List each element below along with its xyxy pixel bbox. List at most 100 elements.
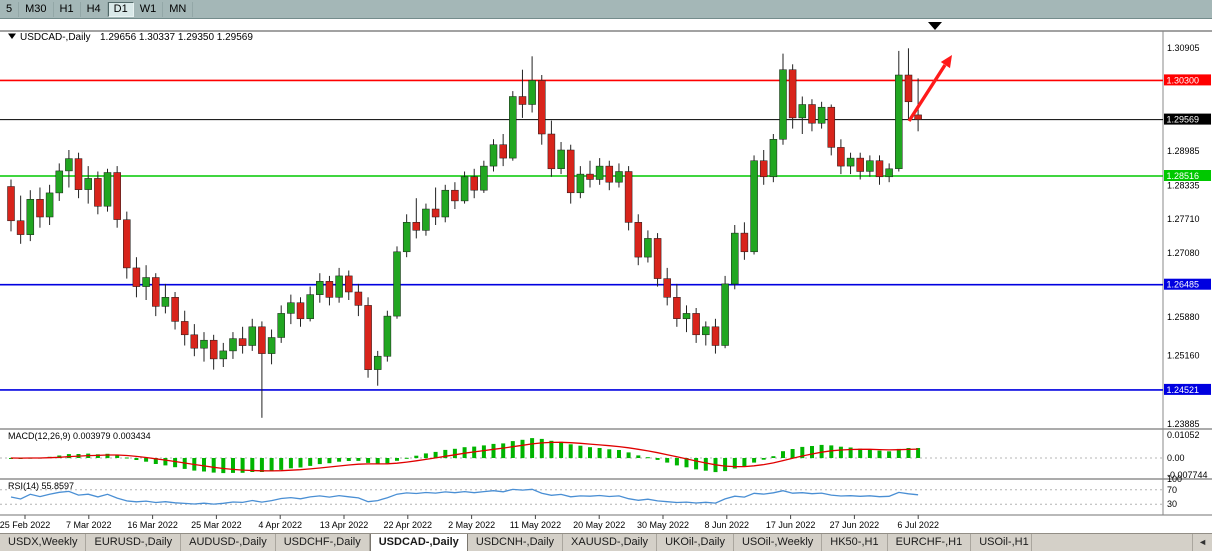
- macd-histogram-bar: [520, 439, 525, 459]
- macd-histogram-bar: [443, 449, 448, 459]
- candle-body: [412, 222, 421, 231]
- symbol-dropdown-icon[interactable]: [8, 33, 16, 40]
- macd-histogram-bar: [771, 456, 776, 458]
- macd-histogram-bar: [395, 458, 399, 461]
- price-axis-label: 1.28985: [1167, 146, 1200, 156]
- macd-histogram-bar: [568, 444, 573, 459]
- price-axis-label: 1.27710: [1167, 214, 1200, 224]
- horizontal-levels[interactable]: [0, 79, 1163, 391]
- macd-histogram-bar: [433, 451, 438, 459]
- macd-histogram-bar: [501, 443, 506, 459]
- candle-body: [509, 96, 517, 159]
- candle-body: [123, 219, 131, 269]
- candle-body: [538, 80, 546, 135]
- period-button-m30[interactable]: M30: [19, 1, 54, 17]
- chart-tab-usdcad-daily[interactable]: USDCAD-,Daily: [369, 534, 468, 551]
- macd-histogram-bar: [896, 448, 901, 458]
- date-axis-label: 30 May 2022: [637, 520, 689, 530]
- candle-body: [354, 291, 363, 306]
- macd-histogram-bar: [211, 458, 216, 473]
- chart-tab-eurusd-daily[interactable]: EURUSD-,Daily: [86, 534, 182, 551]
- macd-axis-label: 0.00: [1167, 453, 1185, 463]
- chart-tab-usdcnh-daily[interactable]: USDCNH-,Daily: [468, 534, 564, 551]
- chart-tab-usoil-weekly[interactable]: USOil-,Weekly: [734, 534, 823, 551]
- candle-body: [393, 251, 401, 317]
- candle-body: [875, 160, 884, 178]
- candle-body: [422, 208, 430, 231]
- candle-body: [402, 222, 411, 253]
- period-button-mn[interactable]: MN: [163, 1, 194, 17]
- candle-body: [779, 69, 787, 140]
- macd-histogram-bar: [250, 458, 255, 472]
- down-triangle-marker[interactable]: [928, 22, 942, 30]
- macd-histogram-bar: [279, 458, 284, 470]
- candle-body: [682, 313, 691, 320]
- candle-body: [673, 297, 681, 319]
- macd-axis-label: -0.007744: [1167, 470, 1208, 480]
- date-axis-label: 7 Mar 2022: [66, 520, 112, 530]
- candle-body: [161, 297, 170, 307]
- macd-histogram-bar: [636, 455, 641, 458]
- rsi-panel: [0, 488, 1163, 505]
- candle-body: [837, 147, 845, 167]
- candle-body: [94, 178, 102, 207]
- candle-body: [451, 189, 459, 202]
- macd-histogram-bar: [810, 446, 814, 459]
- macd-histogram-bar: [240, 458, 245, 473]
- chart-tab-usdx-weekly[interactable]: USDX,Weekly: [0, 534, 87, 551]
- candle-body: [499, 144, 507, 159]
- macd-histogram-bar: [346, 458, 351, 461]
- chart-tab-eurchf-h1[interactable]: EURCHF-,H1: [888, 534, 972, 551]
- chart-symbol-label: USDCAD-,Daily: [20, 32, 91, 43]
- candle-body: [788, 69, 797, 119]
- panel-separators: [0, 19, 1212, 534]
- candle-body: [528, 80, 536, 105]
- candle-body: [200, 339, 208, 349]
- macd-histogram-bar: [539, 438, 544, 459]
- candle-body: [460, 176, 469, 202]
- macd-histogram-bar: [742, 458, 747, 467]
- candle-body: [7, 186, 15, 222]
- macd-histogram-bar: [452, 448, 457, 459]
- chart-tab-audusd-daily[interactable]: AUDUSD-,Daily: [181, 534, 276, 551]
- chart-tab-usdchf-daily[interactable]: USDCHF-,Daily: [276, 534, 370, 551]
- candle-body: [258, 326, 266, 354]
- macd-histogram-bar: [259, 458, 264, 472]
- chart-canvas[interactable]: 1.30905 1.28985 1.28335 1.27710 1.27080 1.258…: [0, 19, 1212, 534]
- period-button-h1[interactable]: H1: [54, 1, 81, 17]
- macd-histogram-bar: [723, 458, 728, 472]
- candle-body: [885, 168, 893, 178]
- candle-body: [152, 277, 160, 307]
- trend-arrow-head[interactable]: [940, 55, 952, 69]
- annotations[interactable]: [907, 22, 952, 122]
- tab-scroll-left-button[interactable]: ◄: [1192, 534, 1212, 551]
- macd-histogram-bar: [530, 438, 535, 458]
- price-badge: [1164, 74, 1211, 86]
- candle-body: [103, 172, 112, 207]
- price-badge: [1164, 278, 1211, 290]
- price-badge-label: 1.29569: [1167, 115, 1200, 125]
- chart-tab-xauusd-daily[interactable]: XAUUSD-,Daily: [563, 534, 658, 551]
- macd-histogram-bar: [163, 458, 168, 466]
- date-axis-label: 17 Jun 2022: [766, 520, 816, 530]
- period-button-h4[interactable]: H4: [81, 1, 108, 17]
- candle-body: [895, 74, 903, 169]
- trend-arrow-shaft[interactable]: [907, 64, 947, 122]
- rsi-axis-label: 70: [1167, 485, 1177, 495]
- period-button-5[interactable]: 5: [0, 1, 20, 17]
- macd-histogram-bar: [829, 445, 834, 458]
- macd-histogram-bar: [124, 457, 129, 459]
- macd-histogram-bar: [578, 445, 583, 458]
- period-button-d1[interactable]: D1: [107, 1, 134, 17]
- date-axis-label: 25 Feb 2022: [0, 520, 50, 530]
- macd-histogram-bar: [588, 447, 592, 459]
- period-button-w1[interactable]: W1: [134, 1, 164, 17]
- chart-tab-ukoil-daily[interactable]: UKOil-,Daily: [657, 534, 734, 551]
- chart-tab-usoil-h1[interactable]: USOil-,H1: [971, 534, 1033, 551]
- chart-tab-hk50-h1[interactable]: HK50-,H1: [822, 534, 888, 551]
- macd-signal-line: [10, 441, 919, 472]
- macd-histogram-bar: [385, 458, 390, 464]
- rsi-line: [10, 488, 919, 505]
- date-axis-label: 4 Apr 2022: [258, 520, 302, 530]
- candle-body: [287, 302, 295, 314]
